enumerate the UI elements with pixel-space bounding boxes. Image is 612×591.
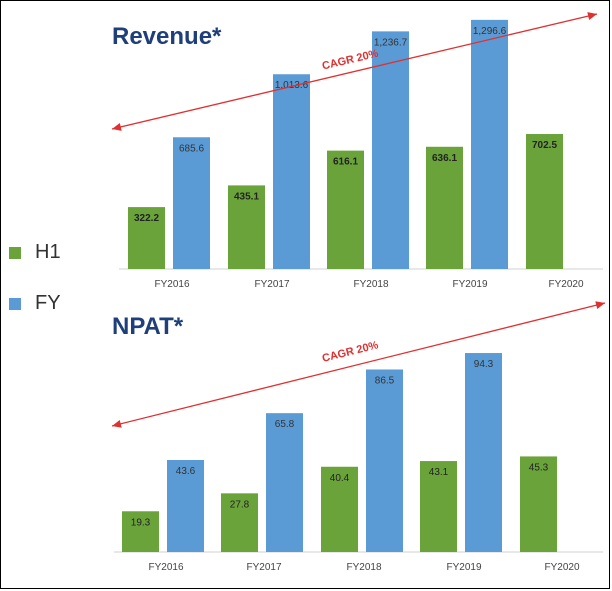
category-label-fy2019: FY2019 [452,279,487,290]
data-label-h1-fy2018: 616.1 [333,157,358,168]
bar-h1-fy2017 [221,493,258,552]
cagr-annotation: CAGR 20% [321,48,380,73]
legend-label-h1: H1 [35,241,61,263]
bar-fy-fy2016 [167,460,204,552]
legend-swatch-fy [9,297,21,310]
data-label-h1-fy2019: 43.1 [429,467,449,478]
bar-h1-fy2019 [426,146,463,269]
npat-chart-title: NPAT* [112,313,184,340]
bar-h1-fy2020 [520,456,557,552]
data-label-fy-fy2016: 685.6 [179,143,204,154]
category-label-fy2016: FY2016 [154,279,189,290]
category-label-fy2020: FY2020 [544,562,579,573]
category-label-fy2017: FY2017 [254,279,289,290]
category-label-fy2020: FY2020 [548,279,583,290]
bar-h1-fy2017 [228,185,265,269]
category-label-fy2018: FY2018 [353,279,388,290]
bar-h1-fy2018 [321,466,358,552]
category-label-fy2018: FY2018 [346,562,381,573]
revenue-chart: 322.2685.6FY2016435.11,013.6FY2017616.11… [111,12,603,290]
cagr-arrow-line [111,302,606,427]
data-label-h1-fy2017: 27.8 [230,499,250,510]
data-label-fy-fy2016: 43.6 [176,466,196,477]
bar-h1-fy2016 [122,511,159,552]
legend-swatch-h1 [9,246,21,259]
cagr-arrow-head-left [112,419,122,428]
cagr-arrow-line [111,13,598,130]
bar-h1-fy2020 [526,134,563,269]
legend-label-fy: FY [35,292,61,314]
bar-fy-fy2018 [372,31,409,270]
category-label-fy2016: FY2016 [148,562,183,573]
revenue-chart-title: Revenue* [112,23,222,50]
data-label-h1-fy2018: 40.4 [330,473,350,484]
bar-fy-fy2016 [173,137,210,269]
bar-fy-fy2019 [471,19,508,270]
bar-fy-fy2017 [266,413,303,552]
bar-h1-fy2016 [128,207,165,269]
legend-item-fy: FY [9,292,61,315]
cagr-arrow-head-right [595,301,605,310]
bar-fy-fy2019 [465,353,502,552]
data-label-fy-fy2018: 1,236.7 [374,37,408,48]
data-label-fy-fy2018: 86.5 [375,375,395,386]
cagr-arrow-head-left [112,123,122,131]
category-label-fy2017: FY2017 [246,562,281,573]
data-label-h1-fy2017: 435.1 [234,191,259,202]
bar-h1-fy2018 [327,150,364,269]
bar-h1-fy2019 [420,461,457,552]
data-label-h1-fy2019: 636.1 [432,153,457,164]
cagr-arrow-head-right [587,12,597,20]
bar-fy-fy2017 [273,74,310,269]
npat-chart: 19.3 43.6 FY2016 27.8 65.8 FY2017 40.4 86.5 FY20… [111,301,606,573]
data-label-h1-fy2016: 322.2 [134,213,159,224]
bar-fy-fy2018 [366,369,403,552]
data-label-h1-fy2016: 19.3 [131,517,151,528]
data-label-h1-fy2020: 702.5 [532,140,557,151]
data-label-h1-fy2020: 45.3 [529,462,549,473]
data-label-fy-fy2017: 65.8 [275,419,295,430]
legend-item-h1: H1 [9,241,61,264]
data-label-fy-fy2019: 1,296.6 [473,26,507,37]
category-label-fy2019: FY2019 [446,562,481,573]
data-label-fy-fy2019: 94.3 [474,359,494,370]
